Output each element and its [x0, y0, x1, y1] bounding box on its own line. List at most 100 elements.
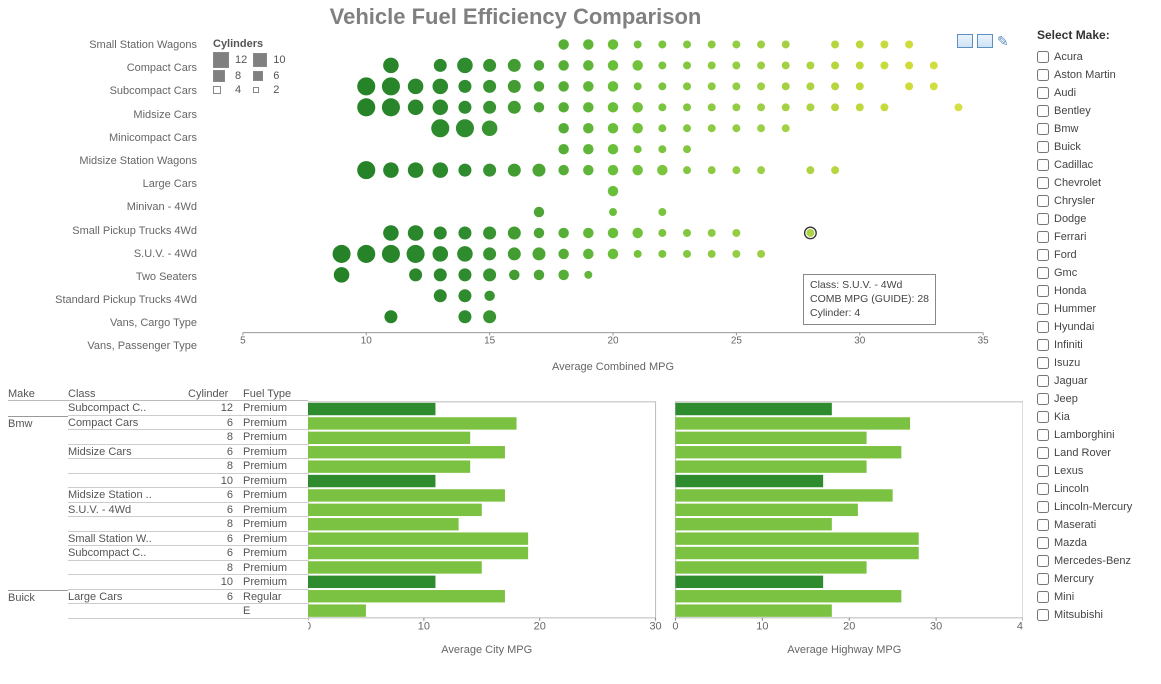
- bubble-point[interactable]: [558, 270, 568, 280]
- bubble-point[interactable]: [757, 124, 765, 132]
- bar[interactable]: [675, 475, 823, 487]
- bubble-point[interactable]: [458, 80, 471, 93]
- make-checkbox[interactable]: [1037, 321, 1049, 333]
- bubble-point[interactable]: [757, 250, 765, 258]
- bubble-point[interactable]: [483, 80, 496, 93]
- bubble-point[interactable]: [930, 61, 938, 69]
- make-filter-item[interactable]: Hyundai: [1037, 318, 1155, 336]
- bubble-point[interactable]: [508, 80, 521, 93]
- bubble-point[interactable]: [458, 226, 471, 239]
- bubble-point[interactable]: [632, 60, 642, 70]
- make-filter-item[interactable]: Acura: [1037, 48, 1155, 66]
- bubble-point[interactable]: [757, 82, 765, 90]
- bubble-point[interactable]: [357, 161, 375, 179]
- bubble-point[interactable]: [408, 162, 424, 178]
- bubble-point[interactable]: [657, 165, 667, 175]
- make-checkbox[interactable]: [1037, 447, 1049, 459]
- bubble-point[interactable]: [431, 119, 449, 137]
- bubble-point[interactable]: [558, 39, 568, 49]
- make-checkbox[interactable]: [1037, 303, 1049, 315]
- bubble-point[interactable]: [905, 61, 913, 69]
- bubble-point[interactable]: [683, 166, 691, 174]
- bar[interactable]: [308, 460, 470, 472]
- bubble-point[interactable]: [708, 82, 716, 90]
- make-checkbox[interactable]: [1037, 51, 1049, 63]
- bubble-plot-area[interactable]: 5101520253035 Cylinders 12108642 Class: …: [203, 34, 1023, 359]
- bubble-point[interactable]: [458, 164, 471, 177]
- make-checkbox[interactable]: [1037, 159, 1049, 171]
- bubble-point[interactable]: [483, 268, 496, 281]
- make-checkbox[interactable]: [1037, 375, 1049, 387]
- make-filter-item[interactable]: Chrysler: [1037, 192, 1155, 210]
- make-filter-item[interactable]: Hummer: [1037, 300, 1155, 318]
- bubble-point[interactable]: [534, 60, 544, 70]
- make-filter-item[interactable]: Dodge: [1037, 210, 1155, 228]
- bubble-point[interactable]: [357, 77, 375, 95]
- bubble-point[interactable]: [408, 100, 424, 116]
- bubble-point[interactable]: [831, 103, 839, 111]
- bar[interactable]: [308, 532, 528, 544]
- bubble-point[interactable]: [954, 103, 962, 111]
- bubble-point[interactable]: [434, 268, 447, 281]
- make-checkbox[interactable]: [1037, 537, 1049, 549]
- make-checkbox[interactable]: [1037, 465, 1049, 477]
- bar[interactable]: [675, 604, 831, 616]
- bubble-point[interactable]: [484, 291, 494, 301]
- bar[interactable]: [675, 561, 866, 573]
- table-header-cell[interactable]: Class: [68, 388, 188, 400]
- make-checkbox[interactable]: [1037, 87, 1049, 99]
- bubble-point[interactable]: [483, 101, 496, 114]
- bubble-point[interactable]: [608, 60, 618, 70]
- bubble-point[interactable]: [856, 82, 864, 90]
- bubble-point[interactable]: [508, 247, 521, 260]
- bubble-point[interactable]: [683, 103, 691, 111]
- bubble-point[interactable]: [433, 162, 449, 178]
- bar[interactable]: [675, 576, 823, 588]
- bar[interactable]: [675, 460, 866, 472]
- bubble-point[interactable]: [856, 103, 864, 111]
- bubble-point[interactable]: [732, 82, 740, 90]
- bubble-point[interactable]: [434, 59, 447, 72]
- make-filter-item[interactable]: Buick: [1037, 138, 1155, 156]
- bubble-point[interactable]: [708, 250, 716, 258]
- bubble-point[interactable]: [658, 103, 666, 111]
- make-filter-item[interactable]: Maserati: [1037, 516, 1155, 534]
- make-filter-item[interactable]: Chevrolet: [1037, 174, 1155, 192]
- bubble-point[interactable]: [608, 102, 618, 112]
- make-checkbox[interactable]: [1037, 555, 1049, 567]
- bubble-point[interactable]: [658, 145, 666, 153]
- bubble-point[interactable]: [806, 166, 814, 174]
- bubble-point[interactable]: [534, 102, 544, 112]
- make-filter-item[interactable]: Mitsubishi: [1037, 606, 1155, 624]
- bubble-point[interactable]: [583, 144, 593, 154]
- bubble-point[interactable]: [508, 59, 521, 72]
- make-filter-item[interactable]: Bentley: [1037, 102, 1155, 120]
- bar[interactable]: [308, 475, 435, 487]
- make-checkbox[interactable]: [1037, 573, 1049, 585]
- bubble-point[interactable]: [534, 270, 544, 280]
- bubble-point[interactable]: [584, 271, 592, 279]
- bubble-point[interactable]: [483, 59, 496, 72]
- bubble-point[interactable]: [658, 208, 666, 216]
- make-filter-item[interactable]: Mercury: [1037, 570, 1155, 588]
- bubble-point[interactable]: [658, 82, 666, 90]
- bubble-point[interactable]: [456, 119, 474, 137]
- bubble-point[interactable]: [732, 41, 740, 49]
- bubble-point[interactable]: [683, 145, 691, 153]
- bubble-point[interactable]: [658, 61, 666, 69]
- bubble-point[interactable]: [433, 246, 449, 262]
- bubble-point[interactable]: [583, 81, 593, 91]
- bubble-point[interactable]: [458, 101, 471, 114]
- bubble-point[interactable]: [458, 310, 471, 323]
- make-filter-item[interactable]: Gmc: [1037, 264, 1155, 282]
- bar[interactable]: [308, 403, 435, 415]
- bubble-point[interactable]: [457, 58, 473, 74]
- bubble-point[interactable]: [434, 226, 447, 239]
- bubble-point[interactable]: [782, 61, 790, 69]
- make-checkbox[interactable]: [1037, 483, 1049, 495]
- bubble-point[interactable]: [382, 98, 400, 116]
- bubble-point[interactable]: [708, 61, 716, 69]
- bubble-point[interactable]: [708, 166, 716, 174]
- bubble-point[interactable]: [856, 61, 864, 69]
- make-checkbox[interactable]: [1037, 213, 1049, 225]
